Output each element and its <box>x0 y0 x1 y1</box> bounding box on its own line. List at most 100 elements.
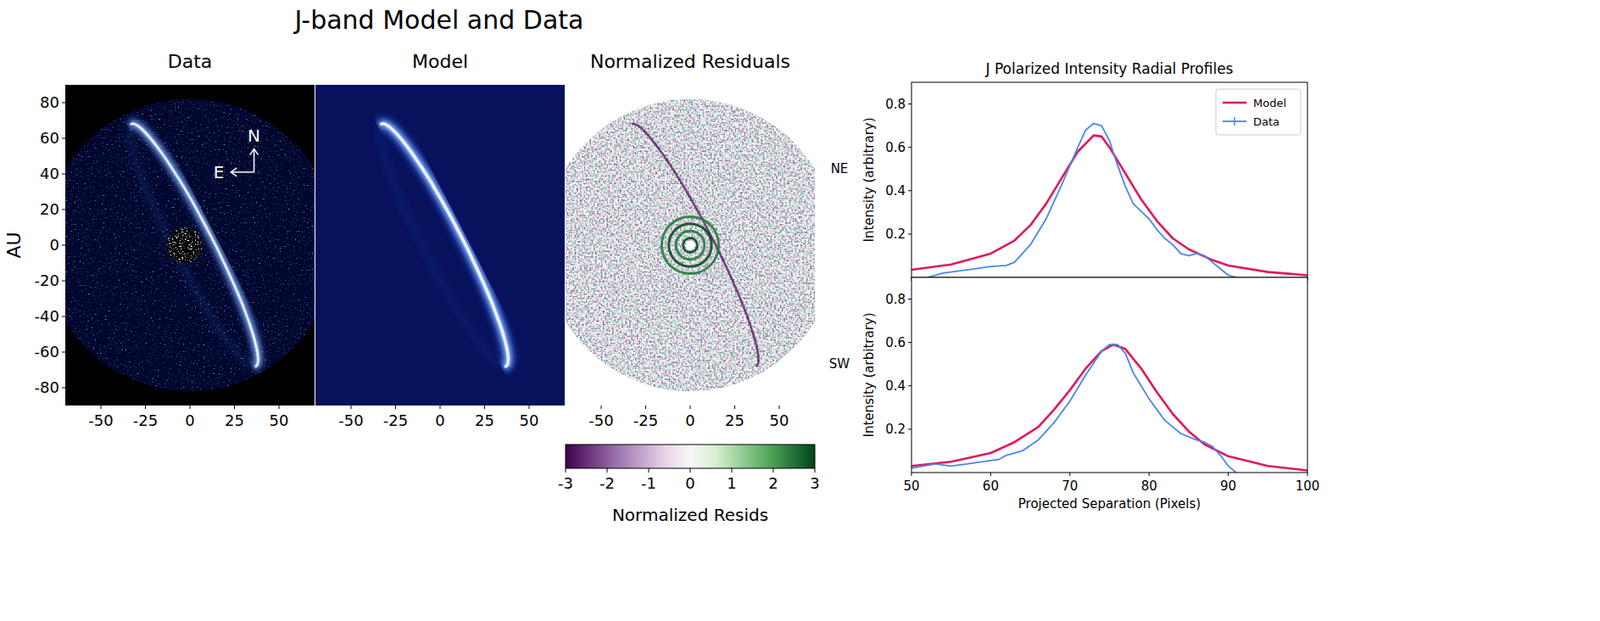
colorbar-tick-label: -2 <box>599 473 615 492</box>
colorbar-tick-label: 2 <box>768 473 778 492</box>
image-panel: Model-50-2502550 <box>315 50 565 430</box>
y-tick-label: 0.8 <box>885 96 906 112</box>
x-tick <box>100 405 102 409</box>
disk-front <box>131 115 274 367</box>
frame <box>911 277 1308 473</box>
x-tick-label: 0 <box>434 411 445 430</box>
x-tick-label: 0 <box>184 411 195 430</box>
legend-label: Model <box>1253 96 1287 110</box>
compass-label: E <box>213 161 225 183</box>
x-tick-label: 50 <box>269 411 290 430</box>
colorbar-tick-label: -1 <box>641 473 657 492</box>
x-axis-title: Projected Separation (Pixels) <box>1018 496 1201 512</box>
x-tick-label: 100 <box>1295 478 1321 494</box>
frame <box>911 82 1308 278</box>
resid-arc <box>631 115 774 367</box>
background <box>565 84 815 406</box>
resid-ring <box>668 223 712 267</box>
x-tick-label: 25 <box>224 411 245 430</box>
x-tick-label: -25 <box>383 411 408 430</box>
disk-back <box>363 115 524 376</box>
mask-noise <box>65 84 315 406</box>
panel-title: Model <box>412 50 469 73</box>
x-tick <box>1307 472 1309 476</box>
ground <box>565 84 815 406</box>
suptitle: J-band Model and Data <box>293 5 585 35</box>
y-tick <box>61 209 66 211</box>
colorbar-tick <box>690 468 692 473</box>
y-tick <box>908 233 912 235</box>
x-tick <box>395 405 396 409</box>
x-tick-label: 0 <box>685 411 695 430</box>
x-tick <box>645 405 647 409</box>
legend-swatch <box>1233 117 1236 126</box>
y-tick-label: -20 <box>34 271 60 290</box>
figure: J-band Model and DataDataNE-50-2502550-8… <box>0 0 1600 621</box>
legend-box <box>1215 89 1301 135</box>
x-tick-label: 70 <box>1061 478 1078 494</box>
resid-ring <box>675 230 705 260</box>
legend-swatch <box>1222 101 1247 105</box>
colorbar-tick <box>731 468 733 473</box>
mask-speckle <box>65 84 315 406</box>
colorbar-tick <box>773 468 775 473</box>
colorbar-tick-label: -3 <box>557 473 574 492</box>
compass-arrow <box>253 149 256 173</box>
y-axis-title: Intensity (arbitrary) <box>861 117 877 242</box>
y-tick-label: -80 <box>34 378 60 396</box>
x-tick-label: 90 <box>1220 478 1237 494</box>
x-tick <box>601 405 603 409</box>
x-tick-label: 50 <box>903 478 920 494</box>
compass-arrow <box>230 171 254 173</box>
y-tick <box>908 146 912 148</box>
y-tick <box>908 428 912 430</box>
x-tick <box>734 405 736 409</box>
row-label: NE <box>830 161 849 177</box>
image <box>565 84 815 406</box>
x-tick <box>911 472 913 476</box>
x-tick <box>1148 472 1150 476</box>
panel-title: Normalized Residuals <box>590 50 791 73</box>
y-tick <box>61 138 66 140</box>
legend: ModelData <box>1215 89 1301 135</box>
y-tick <box>61 316 66 318</box>
x-tick <box>690 405 692 409</box>
image <box>315 84 565 406</box>
x-tick <box>278 405 280 409</box>
x-tick-label: 60 <box>982 478 999 494</box>
y-tick <box>908 341 912 343</box>
disk <box>363 115 524 376</box>
sky <box>65 84 315 406</box>
resid-center <box>685 240 696 251</box>
field <box>565 84 815 406</box>
resid-ring <box>661 216 719 274</box>
y-tick <box>908 384 912 386</box>
x-tick-label: -50 <box>338 411 363 430</box>
y-tick-label: 60 <box>39 128 60 147</box>
line-panel: J Polarized Intensity Radial Profiles 0.2… <box>830 60 1308 281</box>
x-tick-label: -25 <box>633 411 658 430</box>
x-tick <box>779 405 781 409</box>
series-line <box>911 344 1237 473</box>
disk-front <box>131 115 274 367</box>
chart-title: J Polarized Intensity Radial Profiles <box>985 60 1234 78</box>
y-tick-label: 0.4 <box>885 183 906 199</box>
x-tick <box>529 405 530 409</box>
x-tick <box>484 405 486 409</box>
x-tick-label: -25 <box>133 411 158 430</box>
colorbar-tick <box>648 468 650 473</box>
y-tick <box>908 103 912 105</box>
colorbar-tick-label: 3 <box>809 473 820 492</box>
marks <box>911 123 1308 278</box>
compass-head <box>230 167 237 177</box>
y-axis-title: Intensity (arbitrary) <box>861 312 877 437</box>
y-tick-label: 0.6 <box>885 334 906 351</box>
colorbar-label: Normalized Resids <box>612 504 769 525</box>
y-tick-label: -60 <box>34 342 60 361</box>
x-tick-label: 50 <box>769 411 790 430</box>
y-tick-label: 0.2 <box>885 226 906 242</box>
panel-title: Data <box>167 50 213 73</box>
image-panel: DataNE-50-2502550-80-60-40-20020406080AU <box>3 50 315 430</box>
resid-pos <box>565 84 815 406</box>
x-tick <box>189 405 191 409</box>
